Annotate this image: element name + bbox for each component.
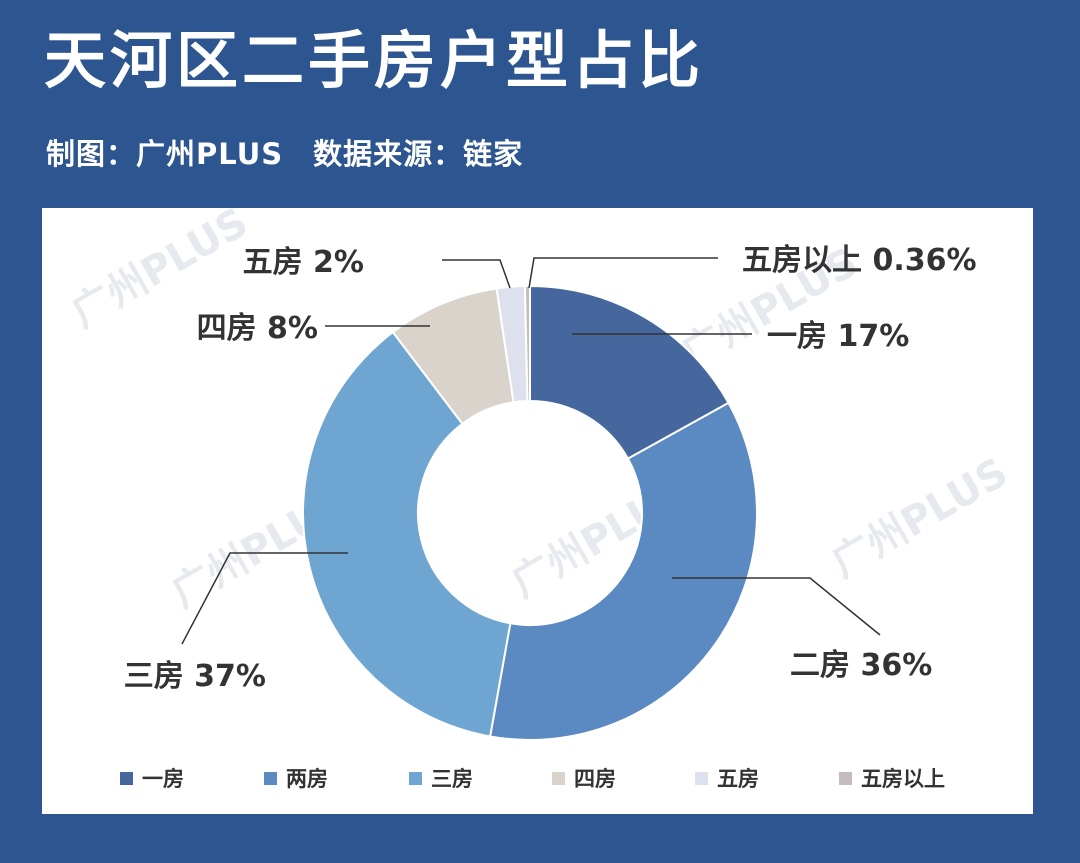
callout-line-5: [442, 259, 511, 289]
donut-slices: [302, 284, 758, 741]
page-subtitle: 制图：广州PLUS 数据来源：链家: [46, 137, 524, 171]
callout-label-4: 四房 8%: [197, 311, 318, 346]
legend-swatch-4: [552, 772, 565, 785]
legend: 一房 两房 三房 四房 五房 五房以上: [120, 767, 945, 791]
legend-swatch-6: [839, 772, 852, 785]
legend-swatch-5: [695, 772, 708, 785]
legend-label-2: 两房: [286, 767, 328, 791]
callout-line-2: [672, 577, 881, 636]
callout-label-5: 五房 2%: [243, 245, 364, 280]
legend-swatch-1: [120, 772, 133, 785]
legend-label-4: 四房: [574, 767, 616, 791]
slice-6: [523, 284, 531, 403]
slice-1: [529, 284, 730, 461]
callout-line-3: [181, 552, 348, 645]
legend-label-3: 三房: [431, 767, 473, 791]
chart-card: 广州PLUS 广州PLUS 广州PLUS 广州PLUS 广州PLUS 一房 17% 二房 …: [42, 208, 1033, 814]
legend-label-6: 五房以上: [861, 767, 945, 791]
legend-label-5: 五房: [717, 767, 759, 791]
legend-swatch-2: [264, 772, 277, 785]
callout-line-6: [528, 257, 718, 289]
page-title: 天河区二手房户型占比: [44, 24, 705, 97]
legend-swatch-3: [409, 772, 422, 785]
callout-label-3: 三房 37%: [124, 659, 266, 694]
slice-3: [302, 330, 512, 738]
watermark-text: 广州PLUS: [824, 449, 1016, 586]
callouts: 一房 17% 二房 36% 三房 37% 四房 8% 五房 2% 五房以上 0.36%: [124, 243, 977, 694]
legend-label-1: 一房: [142, 767, 184, 791]
callout-label-2: 二房 36%: [790, 648, 932, 683]
slice-2: [488, 401, 758, 741]
callout-label-6: 五房以上 0.36%: [742, 243, 977, 278]
callout-label-1: 一房 17%: [767, 319, 909, 354]
